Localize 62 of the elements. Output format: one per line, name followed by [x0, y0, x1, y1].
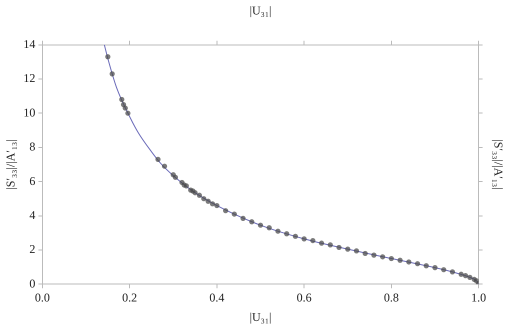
point: [201, 196, 206, 202]
point: [388, 256, 394, 262]
x-tick-label: 0.8: [384, 290, 399, 305]
point: [336, 244, 342, 250]
point: [214, 202, 220, 208]
point: [345, 246, 350, 252]
y-axis-title: |S′₃₃|/|A′₁₃|: [3, 139, 18, 190]
y-tick-label: 14: [23, 36, 36, 51]
point: [206, 198, 211, 204]
y-tick-label: 12: [23, 71, 36, 86]
point: [192, 190, 198, 196]
point: [249, 219, 254, 224]
point: [458, 272, 464, 277]
y2-axis-title: |S′₃₃|/|A′₁₃|: [492, 139, 506, 190]
point: [371, 252, 377, 258]
x-tick-label: 0.0: [34, 290, 50, 305]
point: [275, 228, 281, 234]
point: [258, 222, 264, 228]
x2-axis-title: |U₃₁|: [250, 3, 272, 18]
point: [362, 250, 368, 256]
point: [406, 259, 412, 265]
point: [232, 211, 237, 217]
point: [110, 71, 115, 76]
y-tick-label: 0: [29, 276, 36, 290]
y-tick-label: 8: [29, 140, 36, 154]
point: [424, 263, 429, 268]
x-tick-label: 1.0: [471, 290, 486, 305]
point: [310, 238, 316, 244]
point: [210, 201, 216, 206]
y-tick-label: 10: [23, 105, 36, 120]
point: [119, 96, 124, 102]
point: [450, 269, 456, 274]
point: [318, 240, 324, 246]
point: [266, 225, 272, 230]
point: [125, 110, 130, 116]
point: [432, 265, 438, 270]
y-tick-label: 4: [29, 208, 36, 222]
point: [354, 248, 360, 254]
point: [462, 273, 468, 278]
point: [162, 164, 168, 169]
x-tick-label: 0.4: [209, 290, 224, 305]
point: [414, 261, 420, 266]
point: [380, 254, 386, 260]
point: [196, 192, 202, 198]
point: [328, 242, 333, 248]
point: [122, 105, 128, 111]
point: [223, 208, 228, 214]
x-axis-title: |U₃₁|: [250, 310, 272, 324]
y-tick-label: 2: [29, 242, 36, 256]
x-tick-label: 0.6: [296, 290, 312, 305]
point: [155, 156, 161, 162]
point: [397, 258, 403, 263]
point: [292, 234, 298, 239]
point: [467, 274, 472, 280]
point: [172, 174, 178, 180]
point: [302, 236, 307, 242]
point: [105, 54, 110, 60]
point: [240, 216, 246, 221]
y-tick-label: 6: [29, 174, 36, 188]
point: [441, 267, 446, 272]
point: [284, 231, 290, 236]
x-tick-label: 0.2: [122, 290, 138, 305]
